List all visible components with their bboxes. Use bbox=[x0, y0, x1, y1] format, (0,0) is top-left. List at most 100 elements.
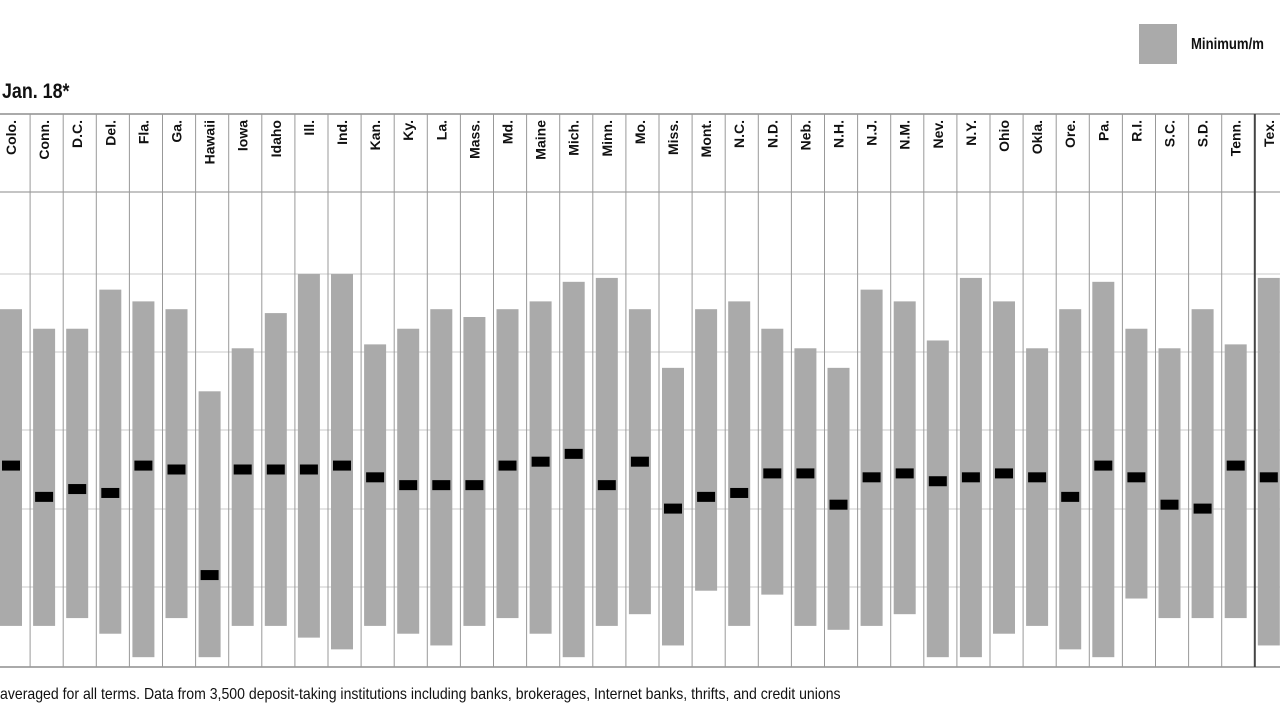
average-mark bbox=[465, 480, 484, 491]
range-bar bbox=[1224, 344, 1247, 619]
category-label: N.J. bbox=[864, 120, 880, 146]
average-mark bbox=[299, 464, 318, 475]
category-label: Okla. bbox=[1029, 120, 1045, 154]
category-label: S.D. bbox=[1195, 120, 1211, 147]
average-mark bbox=[333, 460, 351, 471]
category-label: Ohio bbox=[996, 120, 1012, 152]
category-label: Colo. bbox=[3, 120, 19, 155]
average-mark bbox=[1193, 503, 1212, 514]
category-label: N.D. bbox=[764, 120, 780, 148]
average-mark bbox=[366, 472, 385, 483]
category-label: Nev. bbox=[930, 120, 946, 149]
category-label: Neb. bbox=[797, 120, 813, 150]
range-bar bbox=[794, 348, 817, 626]
category-label: Tex. bbox=[1261, 120, 1277, 147]
average-mark bbox=[597, 480, 616, 491]
category-label: Pa. bbox=[1095, 120, 1111, 141]
category-label: Ill. bbox=[301, 120, 317, 136]
legend-swatch bbox=[1139, 24, 1177, 64]
range-bar bbox=[595, 277, 618, 626]
average-mark bbox=[68, 484, 87, 495]
category-label: D.C. bbox=[69, 120, 85, 148]
range-bar bbox=[695, 309, 718, 591]
average-mark bbox=[531, 456, 550, 467]
average-mark bbox=[498, 460, 517, 471]
category-label: Ga. bbox=[169, 120, 185, 143]
average-mark bbox=[928, 476, 947, 487]
category-label: Tenn. bbox=[1228, 120, 1244, 156]
category-label: Miss. bbox=[665, 120, 681, 155]
chart-category-labels: Colo. Conn. D.C. Del. Fla. Ga. Hawaii Iowa Idaho… bbox=[3, 120, 1277, 165]
category-label: Maine bbox=[533, 120, 549, 160]
category-label: La. bbox=[433, 120, 449, 140]
chart-bars bbox=[0, 274, 1280, 658]
category-label: Minn. bbox=[599, 120, 615, 157]
chart-footnote: averaged for all terms. Data from 3,500 … bbox=[0, 686, 841, 703]
range-bar bbox=[231, 348, 254, 626]
range-bar bbox=[1158, 348, 1181, 619]
average-mark bbox=[1226, 460, 1245, 471]
category-label: Mont. bbox=[698, 120, 714, 157]
category-label: Ky. bbox=[400, 120, 416, 141]
category-label: Ore. bbox=[1062, 120, 1078, 148]
average-mark bbox=[233, 464, 252, 475]
range-bar bbox=[1257, 277, 1280, 646]
average-mark bbox=[1160, 499, 1179, 510]
category-label: Idaho bbox=[268, 120, 284, 157]
range-bar bbox=[728, 301, 751, 626]
category-label: N.C. bbox=[731, 120, 747, 148]
average-mark bbox=[829, 499, 848, 510]
chart-grid bbox=[0, 113, 1280, 668]
range-bar bbox=[165, 309, 188, 619]
category-label: R.I. bbox=[1128, 120, 1144, 142]
average-mark bbox=[101, 487, 120, 498]
range-bar bbox=[959, 277, 982, 658]
range-bar bbox=[761, 328, 784, 595]
range-bar bbox=[463, 317, 486, 626]
category-label: Mass. bbox=[466, 120, 482, 159]
range-bar bbox=[529, 301, 552, 634]
range-bar bbox=[132, 301, 155, 658]
category-label: Ind. bbox=[334, 120, 350, 145]
average-mark bbox=[564, 448, 583, 459]
range-bar bbox=[66, 328, 89, 619]
average-mark bbox=[995, 468, 1013, 479]
category-label: Mich. bbox=[566, 120, 582, 156]
range-bar bbox=[1125, 328, 1148, 599]
average-mark bbox=[399, 480, 418, 491]
range-bar bbox=[430, 309, 453, 646]
range-bar bbox=[33, 328, 56, 626]
average-mark bbox=[862, 472, 881, 483]
category-label: N.H. bbox=[831, 120, 847, 148]
range-bar bbox=[860, 289, 883, 626]
category-label: Fla. bbox=[135, 120, 151, 144]
range-bar bbox=[198, 391, 221, 658]
range-bar bbox=[827, 367, 850, 630]
range-bar bbox=[1026, 348, 1049, 626]
average-mark bbox=[763, 468, 782, 479]
average-mark bbox=[630, 456, 649, 467]
average-mark bbox=[664, 503, 682, 514]
category-label: Md. bbox=[500, 120, 516, 144]
range-bar bbox=[926, 340, 949, 658]
average-mark bbox=[961, 472, 980, 483]
average-mark bbox=[432, 480, 451, 491]
average-mark bbox=[134, 460, 153, 471]
average-mark bbox=[1127, 472, 1146, 483]
range-bar bbox=[364, 344, 387, 626]
range-bar bbox=[297, 274, 320, 638]
range-bar bbox=[893, 301, 916, 615]
category-label: Mo. bbox=[632, 120, 648, 144]
category-label: Hawaii bbox=[202, 120, 218, 164]
average-mark bbox=[200, 570, 219, 581]
chart-subtitle: Jan. 18* bbox=[2, 80, 70, 103]
average-mark bbox=[730, 487, 749, 498]
range-bar bbox=[1191, 309, 1214, 619]
range-bar bbox=[1059, 309, 1082, 650]
average-mark bbox=[1028, 472, 1047, 483]
average-mark bbox=[697, 491, 716, 502]
chart-average-marks bbox=[2, 448, 1278, 581]
range-bar bbox=[562, 281, 585, 658]
range-bar bbox=[99, 289, 122, 634]
